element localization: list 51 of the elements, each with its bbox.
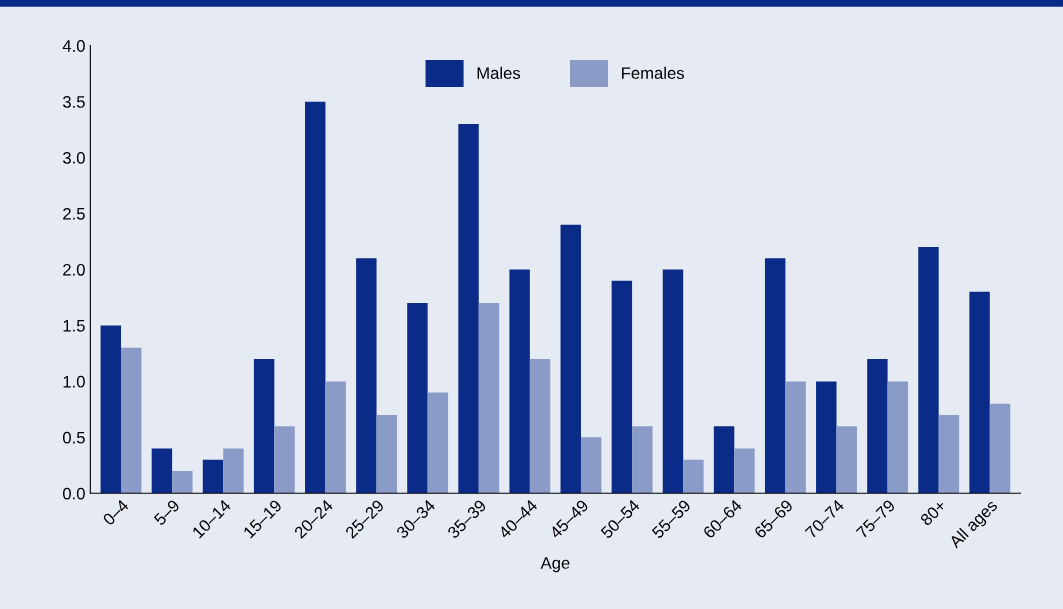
bar: [356, 258, 377, 494]
y-tick-label: 0.5: [62, 431, 85, 444]
legend-label: Females: [622, 66, 684, 80]
x-axis-title: Age: [540, 557, 570, 573]
bar: [611, 280, 633, 494]
bar: [734, 448, 755, 494]
y-tick-label: 4.0: [62, 40, 85, 52]
bar: [918, 247, 939, 494]
x-tick-label: 80+: [919, 499, 947, 527]
bar: [764, 258, 786, 494]
bar: [458, 124, 479, 494]
bar: [151, 448, 173, 494]
y-tick-label: 2.0: [63, 263, 85, 276]
bar: [560, 224, 581, 494]
bar: [887, 381, 909, 494]
bar: [253, 359, 275, 494]
bar: [427, 392, 449, 494]
bar: [632, 426, 653, 494]
bar: [202, 459, 224, 494]
y-tick-label: 1.0: [63, 375, 85, 388]
bar: [172, 470, 193, 494]
bar: [683, 459, 704, 494]
bar: [478, 303, 500, 494]
bar: [785, 381, 806, 494]
bar: [867, 359, 888, 494]
bar: [969, 291, 990, 494]
x-tick-label: 5–9: [153, 499, 181, 526]
y-tick-label: 3.5: [62, 96, 85, 108]
y-tick-label: 3.0: [62, 151, 85, 164]
bar: [989, 403, 1011, 494]
bar: [938, 414, 960, 494]
y-tick-label: 1.5: [63, 320, 85, 332]
bar: [713, 426, 735, 494]
bar: [662, 269, 684, 494]
bar: [816, 381, 837, 494]
bar: [529, 359, 551, 494]
bar: [325, 381, 346, 494]
bar: [509, 269, 530, 494]
bar: [407, 303, 428, 494]
bar: [376, 414, 397, 494]
x-tick-label: 0–4: [102, 498, 130, 527]
bar: [274, 426, 295, 494]
bar: [836, 426, 857, 494]
y-tick-label: 0.0: [62, 487, 85, 500]
bar: [580, 437, 602, 494]
bar: [121, 347, 142, 494]
bar: [223, 448, 244, 494]
legend-label: Males: [477, 66, 521, 80]
bar: [305, 101, 326, 494]
y-tick-label: 2.5: [63, 207, 85, 220]
bar: [100, 325, 122, 494]
